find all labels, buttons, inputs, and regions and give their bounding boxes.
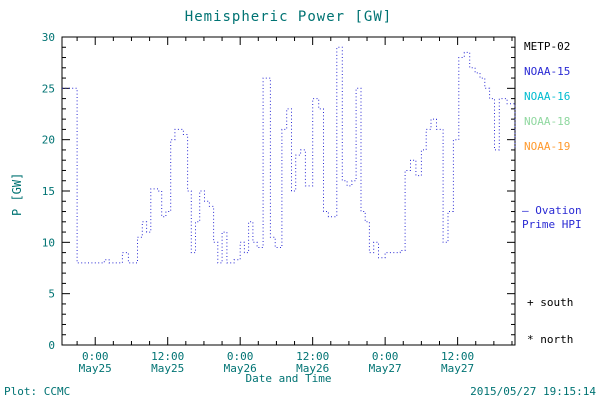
x-axis-title: Date and Time bbox=[245, 372, 332, 385]
svg-text:12:00: 12:00 bbox=[296, 350, 329, 363]
svg-text:May27: May27 bbox=[369, 362, 402, 375]
svg-text:12:00: 12:00 bbox=[151, 350, 184, 363]
svg-text:15: 15 bbox=[42, 185, 55, 198]
plot-source-label: Plot: CCMC bbox=[4, 385, 71, 398]
svg-text:0:00: 0:00 bbox=[372, 350, 399, 363]
legend-marker-north: * north bbox=[527, 333, 574, 346]
svg-text:May26: May26 bbox=[224, 362, 257, 375]
plot-box bbox=[61, 36, 516, 346]
legend-ovation-line1: — Ovation bbox=[522, 204, 582, 217]
x-axis-minor-ticks bbox=[76, 37, 513, 345]
svg-text:May26: May26 bbox=[296, 362, 329, 375]
legend-item-noaa16: NOAA-16 bbox=[524, 90, 571, 103]
svg-text:12:00: 12:00 bbox=[441, 350, 474, 363]
legend-ovation-line2: Prime HPI bbox=[522, 218, 582, 231]
plot-title: Hemispheric Power [GW] bbox=[184, 9, 393, 25]
legend-satellites: METP-02 NOAA-15 NOAA-16 NOAA-18 NOAA-19 bbox=[524, 40, 570, 165]
legend-item-noaa15: NOAA-15 bbox=[524, 65, 571, 78]
svg-text:0: 0 bbox=[48, 339, 55, 352]
legend-ovation-prime-hpi: — Ovation Prime HPI bbox=[522, 204, 582, 232]
svg-text:May25: May25 bbox=[151, 362, 184, 375]
svg-text:0:00: 0:00 bbox=[82, 350, 109, 363]
svg-text:25: 25 bbox=[42, 82, 55, 95]
x-axis-ticks: 0:00May2512:00May250:00May2612:00May260:… bbox=[79, 37, 474, 375]
hpi-step-line bbox=[62, 46, 516, 264]
svg-text:30: 30 bbox=[42, 31, 55, 44]
svg-text:10: 10 bbox=[42, 236, 55, 249]
legend-item-metp02: METP-02 bbox=[524, 40, 571, 53]
svg-text:0:00: 0:00 bbox=[227, 350, 254, 363]
plot-timestamp: 2015/05/27 19:15:14 bbox=[470, 385, 596, 398]
svg-text:May27: May27 bbox=[441, 362, 474, 375]
y-axis-minor-ticks bbox=[62, 46, 515, 336]
svg-text:May25: May25 bbox=[79, 362, 112, 375]
legend-marker-south: + south bbox=[527, 296, 574, 309]
legend-item-noaa18: NOAA-18 bbox=[524, 115, 571, 128]
legend-item-noaa19: NOAA-19 bbox=[524, 140, 571, 153]
svg-text:5: 5 bbox=[48, 288, 55, 301]
svg-text:20: 20 bbox=[42, 134, 55, 147]
y-axis-ticks: 0 5 10 15 20 25 30 bbox=[42, 31, 515, 352]
